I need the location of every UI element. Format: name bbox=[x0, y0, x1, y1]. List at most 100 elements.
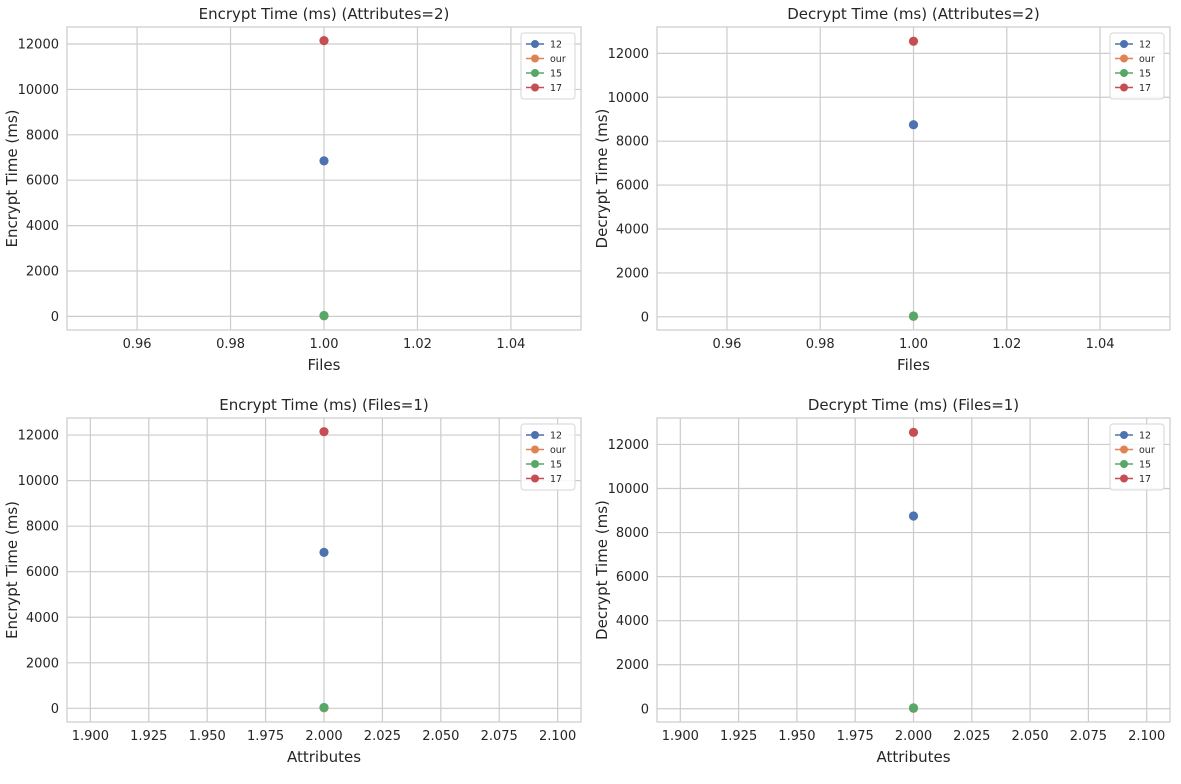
x-tick-label: 2.025 bbox=[364, 729, 401, 744]
x-tick-label: 2.000 bbox=[305, 729, 342, 744]
y-tick-label: 0 bbox=[641, 702, 649, 717]
legend-marker-12 bbox=[531, 40, 539, 48]
legend-marker-12 bbox=[531, 431, 539, 439]
y-tick-label: 2000 bbox=[616, 658, 649, 673]
x-tick-label: 1.925 bbox=[720, 729, 757, 744]
legend-label-17: 17 bbox=[1139, 474, 1151, 485]
legend-marker-15 bbox=[1120, 69, 1128, 77]
x-axis-label: Files bbox=[897, 356, 930, 374]
legend-marker-17 bbox=[1120, 474, 1128, 483]
data-point-12 bbox=[319, 156, 329, 166]
legend-label-12: 12 bbox=[550, 431, 562, 442]
data-point-17 bbox=[908, 36, 919, 46]
y-tick-label: 8000 bbox=[616, 526, 649, 541]
data-point-12 bbox=[908, 511, 919, 521]
x-tick-label: 0.98 bbox=[806, 337, 835, 352]
legend-marker-17 bbox=[1120, 83, 1128, 92]
legend-label-17: 17 bbox=[550, 474, 562, 485]
x-tick-label: 1.02 bbox=[992, 337, 1021, 352]
data-point-15 bbox=[908, 311, 919, 321]
legend: 12 our 15 17 bbox=[1109, 32, 1165, 100]
y-tick-label: 10000 bbox=[608, 91, 649, 106]
subplot-decrypt-files: 1.900 1.925 1.950 1.975 2.000 2.025 2.050 2.075… bbox=[593, 396, 1171, 766]
y-tick-label: 6000 bbox=[26, 565, 59, 580]
y-tick-label: 0 bbox=[51, 310, 59, 325]
y-axis-label: Encrypt Time (ms) bbox=[3, 501, 21, 639]
legend-marker-15 bbox=[1120, 460, 1128, 468]
axes-frame bbox=[66, 417, 582, 723]
legend-label-15: 15 bbox=[1139, 69, 1151, 80]
y-tick-label: 12000 bbox=[18, 38, 59, 53]
y-axis-label: Decrypt Time (ms) bbox=[593, 109, 611, 249]
data-point-15 bbox=[908, 703, 919, 713]
x-tick-label: 1.02 bbox=[403, 337, 432, 352]
y-tick-label: 4000 bbox=[26, 611, 59, 626]
y-tick-label: 8000 bbox=[26, 128, 59, 143]
axes-frame bbox=[66, 26, 582, 331]
y-tick-label: 10000 bbox=[18, 474, 59, 489]
y-tick-label: 0 bbox=[641, 310, 649, 325]
legend: 12 our 15 17 bbox=[1109, 423, 1165, 491]
y-tick-label: 6000 bbox=[616, 179, 649, 194]
legend-label-our: our bbox=[1139, 445, 1155, 456]
y-tick-label: 12000 bbox=[18, 429, 59, 444]
y-tick-label: 10000 bbox=[18, 83, 59, 98]
x-tick-label: 1.950 bbox=[778, 729, 815, 744]
legend-box bbox=[1109, 32, 1165, 100]
x-tick-label: 1.950 bbox=[189, 729, 226, 744]
x-tick-label: 0.96 bbox=[712, 337, 741, 352]
x-tick-label: 0.96 bbox=[123, 337, 152, 352]
subplot-title: Encrypt Time (ms) (Files=1) bbox=[219, 396, 429, 414]
data-points bbox=[908, 36, 919, 321]
data-points bbox=[319, 427, 329, 713]
grid-lines bbox=[657, 418, 1170, 722]
y-tick-label: 8000 bbox=[26, 520, 59, 535]
y-tick-label: 4000 bbox=[616, 223, 649, 238]
legend-marker-15 bbox=[531, 69, 539, 77]
x-tick-label: 1.00 bbox=[899, 337, 928, 352]
data-point-17 bbox=[908, 427, 919, 437]
legend-marker-17 bbox=[531, 83, 539, 92]
x-tick-label: 2.000 bbox=[895, 729, 932, 744]
y-tick-label: 4000 bbox=[26, 219, 59, 234]
y-tick-label: 2000 bbox=[616, 266, 649, 281]
x-axis-label: Attributes bbox=[876, 748, 950, 766]
legend-marker-12 bbox=[1120, 40, 1128, 48]
x-tick-label: 2.075 bbox=[481, 729, 518, 744]
data-point-15 bbox=[319, 310, 329, 321]
x-tick-label: 2.075 bbox=[1070, 729, 1107, 744]
x-tick-label: 1.925 bbox=[130, 729, 167, 744]
y-tick-label: 12000 bbox=[608, 438, 649, 453]
x-tick-label: 1.900 bbox=[72, 729, 109, 744]
subplot-encrypt-files: 1.900 1.925 1.950 1.975 2.000 2.025 2.050 2.075… bbox=[3, 396, 582, 766]
legend-label-our: our bbox=[550, 54, 566, 65]
data-points bbox=[319, 36, 329, 321]
x-axis-label: Attributes bbox=[287, 748, 361, 766]
legend-label-15: 15 bbox=[550, 69, 562, 80]
legend-marker-12 bbox=[1120, 431, 1128, 439]
subplot-title: Decrypt Time (ms) (Attributes=2) bbox=[787, 5, 1039, 23]
legend-label-12: 12 bbox=[550, 40, 562, 51]
y-tick-label: 6000 bbox=[616, 570, 649, 585]
grid-lines bbox=[657, 27, 1170, 330]
subplot-title: Encrypt Time (ms) (Attributes=2) bbox=[199, 5, 450, 23]
x-tick-label: 1.975 bbox=[247, 729, 284, 744]
legend-marker-our bbox=[531, 445, 539, 454]
subplot-decrypt-attributes: 0.96 0.98 1.00 1.02 1.04 0 2000 4000 6000 8000 100… bbox=[593, 5, 1171, 374]
legend-label-our: our bbox=[550, 445, 566, 456]
y-tick-label: 12000 bbox=[608, 47, 649, 62]
legend-label-15: 15 bbox=[550, 460, 562, 471]
axes-frame bbox=[656, 26, 1171, 331]
legend: 12 our 15 17 bbox=[520, 423, 576, 491]
y-tick-label: 8000 bbox=[616, 135, 649, 150]
legend-label-17: 17 bbox=[1139, 83, 1151, 94]
subplot-encrypt-attributes: 0.96 0.98 1.00 1.02 1.04 0 2000 4000 6000 8000 100… bbox=[3, 5, 582, 374]
y-axis-label: Decrypt Time (ms) bbox=[593, 500, 611, 640]
legend-label-our: our bbox=[1139, 54, 1155, 65]
legend-label-12: 12 bbox=[1139, 40, 1151, 51]
x-tick-label: 1.04 bbox=[1086, 337, 1115, 352]
x-tick-label: 2.100 bbox=[1128, 729, 1165, 744]
data-point-12 bbox=[908, 120, 919, 130]
legend-label-12: 12 bbox=[1139, 431, 1151, 442]
